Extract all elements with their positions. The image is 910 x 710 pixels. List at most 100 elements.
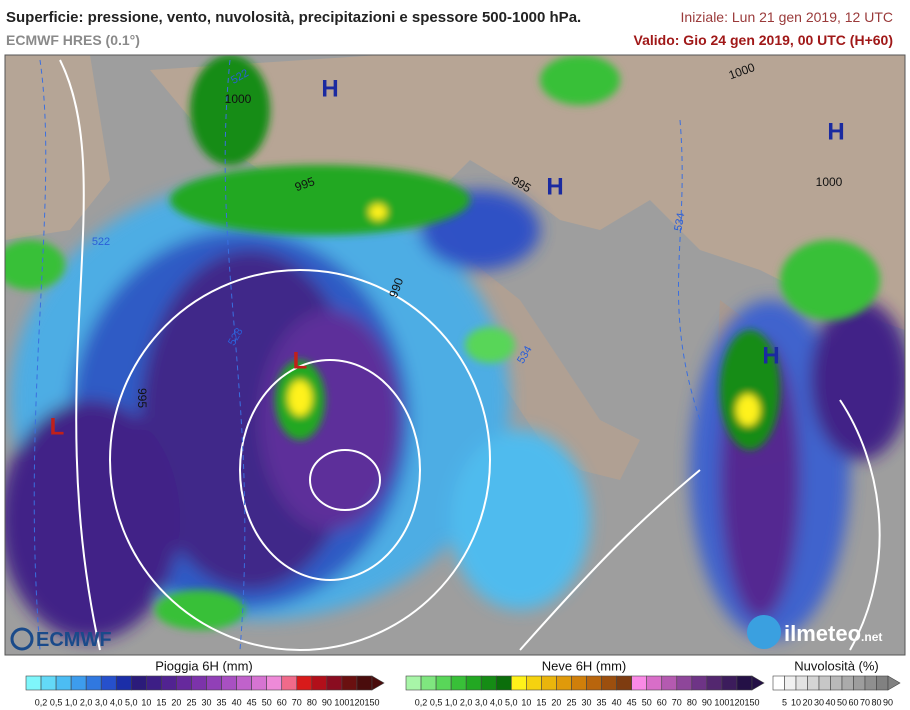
legend-swatch [25,675,42,691]
legend-swatch [526,675,542,691]
legend-label: 60 [848,697,858,707]
legend-swatch [296,675,313,691]
valid-time: Valido: Gio 24 gen 2019, 00 UTC (H+60) [634,32,893,48]
pressure-center: H [321,75,338,102]
legend-label: 25 [186,697,196,707]
legend-label: 30 [814,697,824,707]
thickness-label: 534 [672,212,687,232]
legend-swatch [420,675,437,691]
legend-label: 40 [232,697,242,707]
legend-label: 60 [277,697,287,707]
map-frame [4,54,906,656]
legend-swatch [326,675,343,691]
ilmeteo-logo: ilmeteo.net [784,621,882,646]
legend-label: 20 [802,697,812,707]
legend-swatch [221,675,237,691]
legend-label: 90 [883,697,893,707]
legend-swatch [616,675,632,691]
legend-label: 30 [202,697,212,707]
legend-swatch [511,675,527,691]
legend-swatch [830,675,843,691]
legend-swatch [721,675,738,691]
legend-swatch [571,675,587,691]
legend-label: 3,0 [475,697,488,707]
legend-swatch [356,675,373,691]
legend-label: 3,0 [95,697,108,707]
legend-label: 90 [702,697,712,707]
title: Superficie: pressione, vento, nuvolosità… [6,9,581,26]
legend-label: 0,2 [415,697,428,707]
pressure-center: H [827,118,844,145]
legend-swatch [541,675,557,691]
legend-label: 120 [729,697,744,707]
legend-swatch [405,675,422,691]
isobar-label: 990 [386,276,406,300]
legend-label: 15 [156,697,166,707]
legend-swatch [100,675,117,691]
legend-label: 2,0 [80,697,93,707]
legend-swatch [266,675,283,691]
legend-label: 45 [627,697,637,707]
legend-label: 100 [334,697,349,707]
legend-label: 1,0 [65,697,78,707]
legend-swatch [311,675,328,691]
legend-label: 10 [521,697,531,707]
legend-swatch [161,675,177,691]
legend-swatch [795,675,808,691]
pressure-center: H [762,342,779,369]
legend-swatch [864,675,877,691]
legend-label: 60 [657,697,667,707]
legend-swatch [784,675,797,691]
legend-swatch [146,675,162,691]
legend-label: 10 [791,697,801,707]
isobar-label: 995 [293,174,317,194]
legend-label: 70 [860,697,870,707]
legend-swatch [206,675,222,691]
legend-swatch [772,675,785,691]
isobar-label: 1000 [225,92,252,106]
legend-swatch [853,675,866,691]
legend-title: Neve 6H (mm) [542,658,627,673]
init-time: Iniziale: Lun 21 gen 2019, 12 UTC [681,9,893,25]
legend-swatch [876,675,889,691]
legend-label: 15 [536,697,546,707]
legend-label: 45 [247,697,257,707]
legend-label: 100 [714,697,729,707]
legend-label: 0,5 [50,697,63,707]
legend-label: 150 [744,697,759,707]
legend-label: 35 [217,697,227,707]
legend-title: Nuvolosità (%) [794,658,879,673]
legend-swatch [450,675,467,691]
legend-swatch [131,675,147,691]
legend-label: 35 [597,697,607,707]
legend-swatch [236,675,252,691]
legend-label: 80 [871,697,881,707]
legend-label: 2,0 [460,697,473,707]
ecmwf-logo: ECMWF [36,629,112,651]
legend-arrow [751,675,765,691]
legend-label: 1,0 [445,697,458,707]
legend-label: 5,0 [505,697,518,707]
legend-arrow [887,675,901,691]
legend-swatch [691,675,708,691]
legend-label: 4,0 [490,697,503,707]
ecmwf-mark [10,627,34,651]
legend-swatch [40,675,57,691]
legend-label: 80 [687,697,697,707]
pressure-center: L [50,413,65,440]
ilmeteo-name: ilmeteo [784,621,861,646]
legend-swatch [556,675,572,691]
legend-label: 5 [782,697,787,707]
legend-label: 0,2 [35,697,48,707]
isobar-label: 1000 [816,175,843,189]
legend-swatch [55,675,72,691]
legend-swatch [736,675,753,691]
legend-swatch [661,675,678,691]
legend-label: 20 [171,697,181,707]
legend-swatch [281,675,298,691]
legend-swatch [807,675,820,691]
legend-label: 0,5 [430,697,443,707]
legend-swatch [601,675,617,691]
legend-arrow [371,675,385,691]
